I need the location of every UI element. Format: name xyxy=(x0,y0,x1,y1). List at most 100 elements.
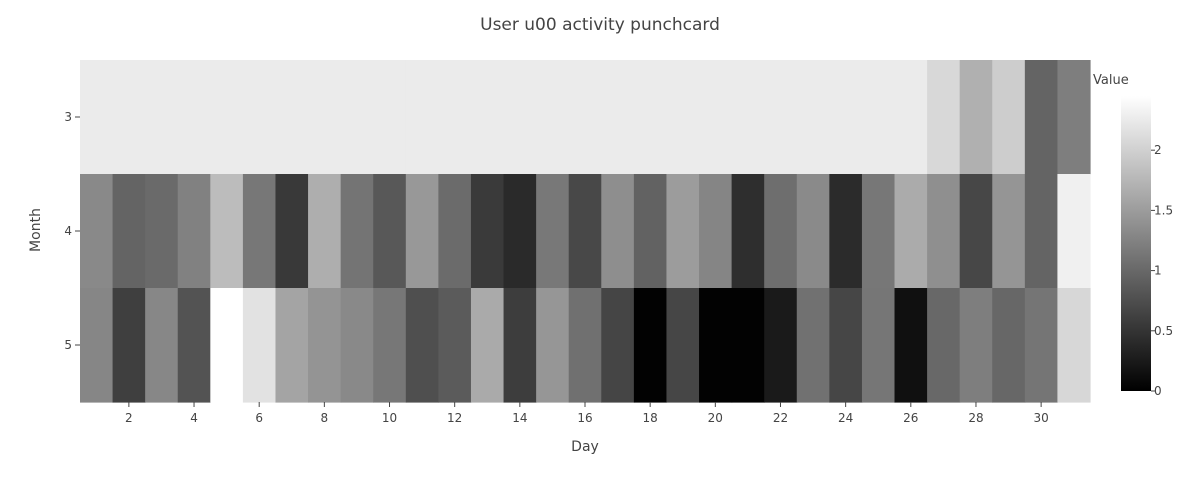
heatmap-cell xyxy=(666,174,700,289)
heatmap-cell xyxy=(373,174,407,289)
heatmap-cells xyxy=(80,60,1091,403)
heatmap-cell xyxy=(861,174,896,289)
colorbar xyxy=(1121,96,1151,391)
x-tick-label: 16 xyxy=(577,411,592,425)
colorbar-tick-label: 1.5 xyxy=(1154,203,1173,217)
heatmap-cell xyxy=(894,60,928,175)
heatmap-cell xyxy=(80,288,114,403)
heatmap-cell xyxy=(145,288,179,403)
heatmap-cell xyxy=(992,288,1026,403)
heatmap-cell xyxy=(536,174,570,289)
x-tick-label: 20 xyxy=(708,411,723,425)
heatmap-cell xyxy=(666,288,700,403)
x-tick-label: 6 xyxy=(255,411,263,425)
heatmap-cell xyxy=(568,60,602,175)
heatmap-cell xyxy=(959,60,993,175)
heatmap-cell xyxy=(829,288,863,403)
heatmap-cell xyxy=(764,60,798,175)
heatmap-cell xyxy=(568,174,602,289)
heatmap-cell xyxy=(438,60,472,175)
y-axis-title: Month xyxy=(28,208,44,252)
heatmap-cell xyxy=(145,174,179,289)
heatmap-cell xyxy=(340,174,374,289)
x-tick-label: 24 xyxy=(838,411,853,425)
heatmap-cell xyxy=(1024,288,1059,403)
x-axis-title: Day xyxy=(571,439,599,455)
y-tick-label: 5 xyxy=(64,338,72,352)
heatmap-cell xyxy=(470,174,505,289)
heatmap-cell xyxy=(796,60,830,175)
x-tick-label: 14 xyxy=(512,411,527,425)
y-axis-ticks: 3 4 5 xyxy=(64,110,80,352)
heatmap-cell xyxy=(373,288,407,403)
heatmap-cell xyxy=(1057,174,1091,289)
heatmap-cell xyxy=(1057,60,1091,175)
heatmap-cell xyxy=(308,174,342,289)
heatmap-cell xyxy=(145,60,179,175)
x-tick-label: 4 xyxy=(190,411,198,425)
x-tick-label: 12 xyxy=(447,411,462,425)
heatmap-cell xyxy=(927,288,961,403)
heatmap-cell xyxy=(470,60,505,175)
heatmap-cell xyxy=(601,288,635,403)
heatmap-cell xyxy=(764,288,798,403)
heatmap-cell xyxy=(503,288,537,403)
heatmap-cell xyxy=(633,288,668,403)
colorbar-tick-label: 2 xyxy=(1154,143,1162,157)
heatmap-cell xyxy=(699,288,733,403)
heatmap-cell xyxy=(927,60,961,175)
y-tick-label: 3 xyxy=(64,110,72,124)
heatmap-cell xyxy=(1057,288,1091,403)
heatmap-cell xyxy=(242,288,277,403)
heatmap-cell xyxy=(112,174,146,289)
heatmap-cell xyxy=(536,60,570,175)
heatmap-cell xyxy=(829,60,863,175)
heatmap-cell xyxy=(666,60,700,175)
heatmap-cell xyxy=(80,60,114,175)
heatmap-cell xyxy=(503,174,537,289)
x-tick-label: 10 xyxy=(382,411,397,425)
colorbar-tick-label: 1 xyxy=(1154,264,1162,278)
x-tick-label: 2 xyxy=(125,411,133,425)
heatmap-cell xyxy=(275,174,309,289)
heatmap-cell xyxy=(242,174,277,289)
heatmap-cell xyxy=(405,288,439,403)
heatmap-cell xyxy=(601,174,635,289)
heatmap-cell xyxy=(731,60,765,175)
x-tick-label: 30 xyxy=(1033,411,1048,425)
heatmap-cell xyxy=(796,174,830,289)
chart-title: User u00 activity punchcard xyxy=(480,15,720,35)
heatmap-cell xyxy=(438,288,472,403)
heatmap-cell xyxy=(731,174,765,289)
heatmap-cell xyxy=(568,288,602,403)
heatmap-cell xyxy=(275,60,309,175)
heatmap-cell xyxy=(894,288,928,403)
x-axis-ticks: 2 4 6 8 10 12 14 16 18 20 22 24 26 28 30 xyxy=(125,402,1049,425)
heatmap-cell xyxy=(699,60,733,175)
heatmap-cell xyxy=(112,60,146,175)
heatmap-cell xyxy=(699,174,733,289)
heatmap-cell xyxy=(861,288,896,403)
heatmap-cell xyxy=(177,174,211,289)
heatmap-cell xyxy=(210,174,244,289)
heatmap-cell xyxy=(861,60,896,175)
heatmap-cell xyxy=(438,174,472,289)
heatmap-cell xyxy=(633,174,668,289)
heatmap-cell xyxy=(405,174,439,289)
x-tick-label: 28 xyxy=(968,411,983,425)
heatmap-cell xyxy=(894,174,928,289)
heatmap-cell xyxy=(308,60,342,175)
heatmap-cell xyxy=(536,288,570,403)
heatmap-cell xyxy=(405,60,439,175)
heatmap-cell xyxy=(1024,174,1059,289)
heatmap-cell xyxy=(242,60,277,175)
heatmap-cell xyxy=(959,288,993,403)
x-tick-label: 26 xyxy=(903,411,918,425)
heatmap-cell xyxy=(340,288,374,403)
heatmap-cell xyxy=(992,60,1026,175)
heatmap-cell xyxy=(112,288,146,403)
heatmap-cell xyxy=(275,288,309,403)
heatmap-cell xyxy=(373,60,407,175)
heatmap-cell xyxy=(796,288,830,403)
heatmap-cell xyxy=(764,174,798,289)
